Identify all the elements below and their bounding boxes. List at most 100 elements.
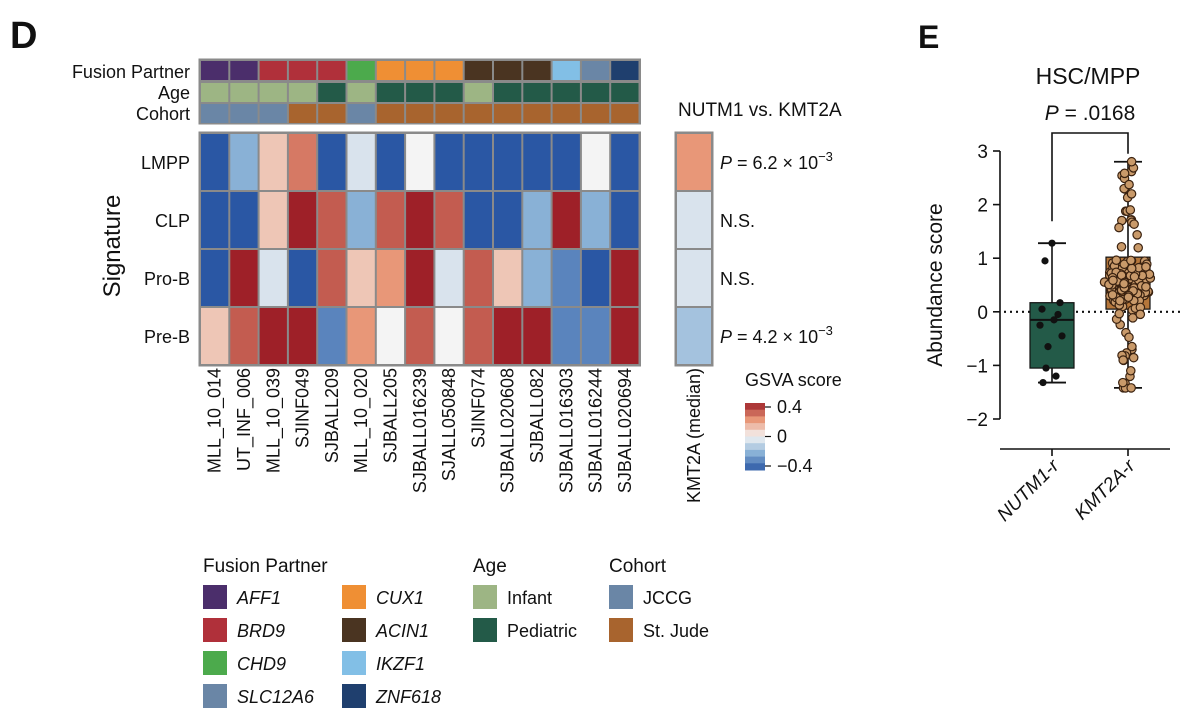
data-point <box>1129 219 1139 229</box>
data-point <box>1115 295 1125 306</box>
heatmap-cell <box>611 192 639 248</box>
y-tick-label: 2 <box>977 196 988 217</box>
heatmap-cell <box>435 134 463 190</box>
legend-fusion-swatch <box>342 585 366 609</box>
heatmap-cell <box>376 250 405 306</box>
heatmap-cell <box>552 308 580 364</box>
legend-fusion-label: SLC12A6 <box>237 687 315 707</box>
x-tick-label: KMT2A-r <box>1071 455 1140 524</box>
legend-fusion-label: CHD9 <box>237 654 286 674</box>
cohort-cell <box>230 104 258 123</box>
legend-fusion-swatch <box>342 618 366 642</box>
heatmap-cell <box>435 250 463 306</box>
colorbar-segment <box>745 436 765 444</box>
cohort-cell <box>201 104 229 123</box>
legend-age-title: Age <box>473 556 507 577</box>
cohort-cell <box>494 104 522 123</box>
boxplot-title: HSC/MPP <box>1036 63 1141 89</box>
data-point <box>1056 299 1064 307</box>
data-point <box>1041 257 1049 265</box>
sample-label: SJBALL020608 <box>498 368 518 493</box>
annotation-label: Fusion Partner <box>72 62 190 82</box>
y-tick-label: −1 <box>966 356 988 377</box>
heatmap-cell <box>552 192 580 248</box>
median-column-label: KMT2A (median) <box>684 368 704 503</box>
heatmap-cell <box>230 192 258 248</box>
legend-age-label: Infant <box>507 588 552 608</box>
heatmap-cell <box>318 308 346 364</box>
sample-label: SJBALL205 <box>380 368 400 463</box>
data-point <box>1128 313 1138 323</box>
annotation-label: Age <box>158 83 190 103</box>
legend: Fusion Partner AFF1 BRD9 CHD9 SLC12A6 CUX1 ACI… <box>203 556 709 708</box>
legend-cohort-label: JCCG <box>643 588 692 608</box>
age-cell <box>611 83 639 102</box>
y-tick-label: 0 <box>977 303 988 324</box>
heatmap-cell <box>201 308 229 364</box>
colorbar-tick-label: 0 <box>777 427 787 447</box>
pvalue-exponent: −3 <box>818 149 833 164</box>
cohort-cell <box>464 104 492 123</box>
sample-label: SJBALL082 <box>527 368 547 463</box>
heatmap-cell <box>288 192 317 248</box>
heatmap-cell <box>318 134 346 190</box>
boxplot: 3 2 1 0 −1 −2 Abundance score NUTM1-r KMT2A-r P =… <box>924 102 1180 526</box>
pvalue-exponent: −3 <box>818 323 833 338</box>
signature-label: CLP <box>155 211 190 231</box>
colorbar: 0.4 0 −0.4 <box>745 397 813 476</box>
legend-fusion-label: CUX1 <box>376 588 424 608</box>
legend-fusion-label: BRD9 <box>237 621 285 641</box>
heatmap-cell <box>611 250 639 306</box>
median-cell <box>677 192 711 248</box>
data-point <box>1044 343 1052 351</box>
data-point <box>1127 341 1137 352</box>
legend-fusion-label: ZNF618 <box>375 687 441 707</box>
heatmap-cell <box>464 134 492 190</box>
legend-fusion-label: IKZF1 <box>376 654 425 674</box>
heatmap-cell <box>318 250 346 306</box>
cohort-cell <box>259 104 287 123</box>
median-cell <box>677 250 711 306</box>
colorbar-segment <box>745 449 765 458</box>
legend-fusion-title: Fusion Partner <box>203 556 328 577</box>
data-point <box>1135 309 1146 320</box>
age-cell <box>435 83 463 102</box>
data-point <box>1107 290 1118 300</box>
legend-fusion-swatch <box>342 684 366 708</box>
cohort-cell <box>376 104 405 123</box>
heatmap-cell <box>523 250 551 306</box>
data-point <box>1132 229 1142 240</box>
heatmap-cell <box>581 250 610 306</box>
age-cell <box>230 83 258 102</box>
heatmap-cell <box>230 308 258 364</box>
age-cell <box>494 83 522 102</box>
data-point <box>1036 321 1044 329</box>
panel-e-label: E <box>918 19 939 55</box>
legend-fusion-swatch <box>203 585 227 609</box>
heatmap-cell <box>464 250 492 306</box>
heatmap-cell <box>406 192 434 248</box>
fusion-cell <box>552 61 580 80</box>
heatmap-cell <box>523 134 551 190</box>
age-cell <box>552 83 580 102</box>
fusion-cell <box>611 61 639 80</box>
heatmap-cell <box>581 134 610 190</box>
age-cell <box>201 83 229 102</box>
annotation-tracks <box>198 58 641 125</box>
heatmap-cell <box>581 308 610 364</box>
colorbar-tick-label: −0.4 <box>777 456 813 476</box>
legend-fusion-swatch <box>203 684 227 708</box>
age-cell <box>259 83 287 102</box>
cohort-cell <box>318 104 346 123</box>
data-point <box>1128 352 1139 363</box>
heatmap-cell <box>581 192 610 248</box>
fusion-cell <box>230 61 258 80</box>
heatmap-cell <box>494 134 522 190</box>
heatmap-cell <box>494 192 522 248</box>
colorbar-segment <box>745 409 765 417</box>
data-point <box>1054 310 1062 319</box>
fusion-cell <box>259 61 287 80</box>
cohort-cell <box>523 104 551 123</box>
